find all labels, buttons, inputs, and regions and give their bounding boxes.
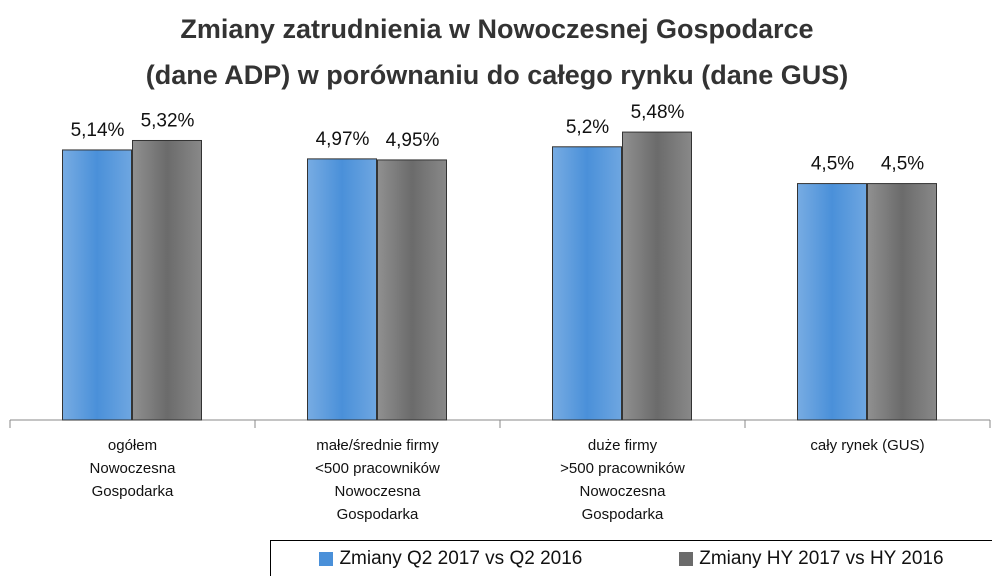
x-tick-label: cały rynek (GUS) bbox=[810, 437, 925, 454]
data-label: 5,32% bbox=[141, 110, 195, 131]
legend-label: Zmiany HY 2017 vs HY 2016 bbox=[699, 547, 944, 569]
bar bbox=[552, 146, 622, 421]
x-tick-label: ogółem Nowoczesna Gospodarka bbox=[89, 437, 176, 500]
bar bbox=[622, 131, 692, 421]
x-tick-label: duże firmy >500 pracowników Nowoczesna G… bbox=[560, 437, 685, 523]
legend-swatch bbox=[679, 551, 694, 566]
chart-title: Zmiany zatrudnienia w Nowoczesnej Gospod… bbox=[145, 14, 849, 90]
data-label: 4,5% bbox=[811, 154, 854, 175]
bar bbox=[62, 149, 132, 421]
bar bbox=[377, 159, 447, 421]
data-label: 5,2% bbox=[566, 117, 609, 138]
bar bbox=[797, 183, 867, 421]
legend-item: Zmiany Q2 2017 vs Q2 2016 bbox=[319, 548, 582, 570]
x-tick-label: małe/średnie firmy <500 pracowników Nowo… bbox=[315, 437, 440, 523]
legend-label: Zmiany Q2 2017 vs Q2 2016 bbox=[339, 547, 583, 569]
data-label: 5,48% bbox=[631, 102, 685, 123]
data-label: 4,95% bbox=[386, 130, 440, 151]
data-label: 5,14% bbox=[71, 120, 125, 141]
bar bbox=[867, 183, 937, 421]
bar bbox=[132, 139, 202, 421]
bar bbox=[307, 158, 377, 421]
legend: Zmiany Q2 2017 vs Q2 2016 Zmiany HY 2017 … bbox=[270, 540, 992, 576]
data-label: 4,5% bbox=[881, 154, 924, 175]
data-label: 4,97% bbox=[316, 129, 370, 150]
legend-item: Zmiany HY 2017 vs HY 2016 bbox=[679, 547, 944, 570]
legend-swatch bbox=[319, 551, 334, 566]
